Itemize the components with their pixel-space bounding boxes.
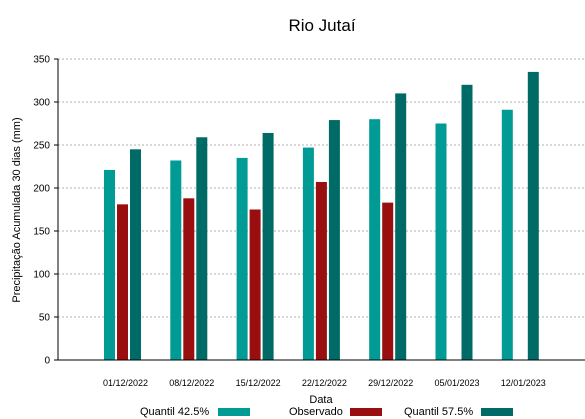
- x-axis-label: Data: [309, 394, 333, 406]
- x-tick-label: 08/12/2022: [169, 378, 214, 388]
- bar-quantil-42-5: [435, 123, 447, 360]
- legend-swatch: [481, 408, 513, 416]
- y-tick-label: 350: [33, 55, 50, 66]
- bar-quantil-57-5: [461, 84, 473, 361]
- bars: [104, 71, 539, 361]
- chart-title: Rio Jutaí: [288, 16, 355, 35]
- bar-observado: [382, 202, 394, 360]
- bar-quantil-57-5: [130, 149, 141, 360]
- bar-quantil-42-5: [104, 169, 115, 360]
- bar-quantil-42-5: [369, 119, 381, 360]
- bar-quantil-42-5: [236, 157, 248, 360]
- x-tick-label: 12/01/2023: [501, 378, 546, 388]
- bar-quantil-57-5: [196, 137, 208, 360]
- x-tick-label: 01/12/2022: [103, 378, 148, 388]
- legend-label: Quantil 57.5%: [404, 406, 473, 418]
- x-axis-ticks: 01/12/2022 08/12/2022 15/12/2022 22/12/2022…: [103, 378, 546, 388]
- bar-quantil-57-5: [328, 120, 340, 360]
- bar-quantil-57-5: [395, 93, 407, 361]
- legend-label: Quantil 42.5%: [140, 406, 209, 418]
- y-tick-label: 200: [33, 184, 50, 195]
- legend-swatch: [350, 408, 382, 416]
- bar-observado: [183, 198, 195, 360]
- y-axis-label: Precipitação Acumulada 30 dias (mm): [11, 117, 23, 302]
- y-tick-label: 50: [39, 313, 51, 324]
- bar-quantil-42-5: [302, 147, 314, 360]
- x-tick-label: 22/12/2022: [302, 378, 347, 388]
- bar-quantil-42-5: [501, 109, 513, 361]
- legend-swatch: [218, 408, 250, 416]
- bar-quantil-57-5: [527, 71, 539, 361]
- bar-quantil-57-5: [262, 132, 274, 360]
- x-tick-label: 05/01/2023: [434, 378, 479, 388]
- y-tick-label: 300: [33, 98, 50, 109]
- y-tick-label: 250: [33, 141, 50, 152]
- y-tick-label: 150: [33, 227, 50, 238]
- bar-observado: [117, 204, 128, 360]
- x-tick-label: 29/12/2022: [368, 378, 413, 388]
- x-tick-label: 15/12/2022: [236, 378, 281, 388]
- bar-quantil-42-5: [170, 160, 182, 360]
- y-tick-label: 0: [44, 356, 50, 367]
- bar-observado: [315, 181, 327, 360]
- legend: Quantil 42.5% Observado Quantil 57.5%: [140, 406, 513, 418]
- bar-observado: [249, 209, 261, 360]
- y-axis-ticks: 0 50 100 150 200 250 300 350: [33, 55, 58, 367]
- y-tick-label: 100: [33, 270, 50, 281]
- legend-label: Observado: [289, 406, 343, 418]
